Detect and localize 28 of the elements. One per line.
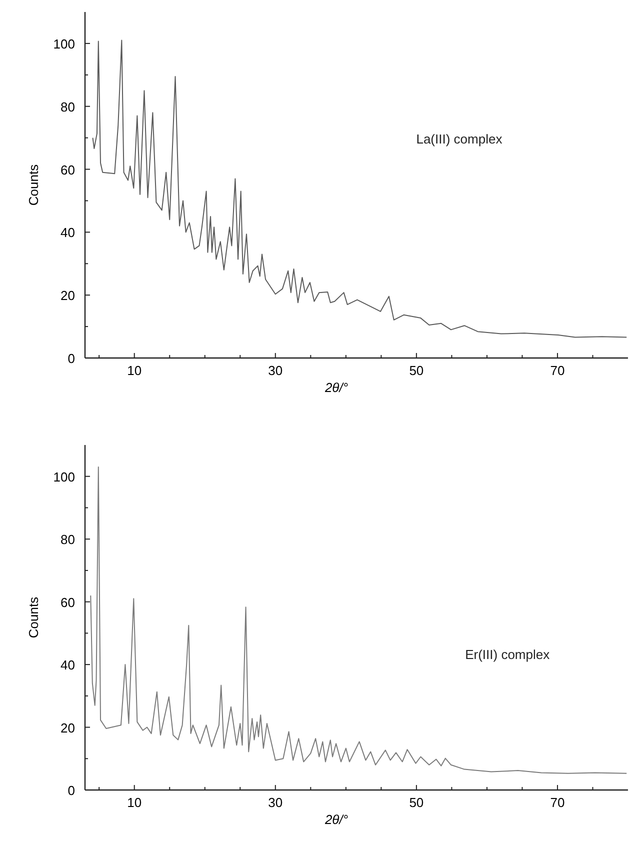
x-tick-label: 70 — [550, 795, 565, 810]
x-tick-label: 50 — [409, 363, 424, 378]
line-series — [92, 40, 628, 338]
text: Er(III) complex — [465, 646, 550, 662]
x-tick-label: 70 — [550, 363, 565, 378]
y-tick-label: 40 — [60, 225, 75, 240]
x-axis-title: 2θ/° — [324, 380, 348, 395]
y-tick-label: 40 — [60, 658, 75, 673]
x-tick-label: 30 — [268, 363, 283, 378]
y-tick-label: 60 — [60, 594, 75, 610]
y-tick-label: 60 — [60, 162, 75, 178]
x-tick-label: 30 — [268, 795, 283, 810]
y-tick-label: 100 — [53, 36, 75, 52]
y-axis-title: Counts — [26, 164, 41, 206]
x-tick-label: 10 — [127, 795, 142, 810]
y-tick-label: 80 — [60, 99, 75, 114]
line-series — [90, 466, 628, 774]
x-tick-label: 10 — [127, 363, 142, 378]
x-tick-label: 50 — [409, 795, 424, 810]
y-axis-title: Counts — [26, 596, 41, 638]
y-tick-label: 20 — [60, 288, 75, 304]
y-tick-label: 20 — [60, 720, 75, 736]
y-tick-label: 100 — [53, 469, 75, 484]
x-axis-title: 2θ/° — [324, 812, 348, 827]
y-tick-label: 0 — [68, 351, 75, 366]
y-tick-label: 80 — [60, 532, 75, 548]
y-tick-label: 0 — [68, 783, 75, 798]
text: La(III) complex — [416, 131, 503, 146]
